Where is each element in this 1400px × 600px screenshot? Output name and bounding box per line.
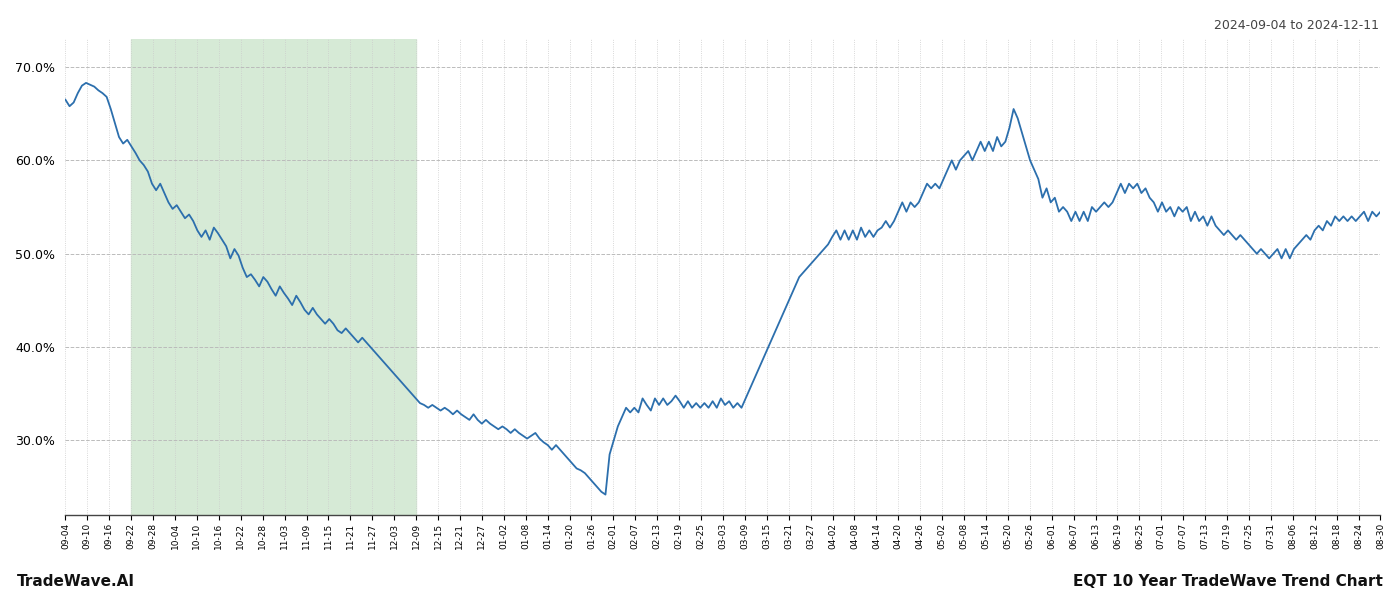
- Bar: [132, 39, 416, 515]
- Text: EQT 10 Year TradeWave Trend Chart: EQT 10 Year TradeWave Trend Chart: [1074, 574, 1383, 589]
- Text: TradeWave.AI: TradeWave.AI: [17, 574, 134, 589]
- Text: 2024-09-04 to 2024-12-11: 2024-09-04 to 2024-12-11: [1214, 19, 1379, 32]
